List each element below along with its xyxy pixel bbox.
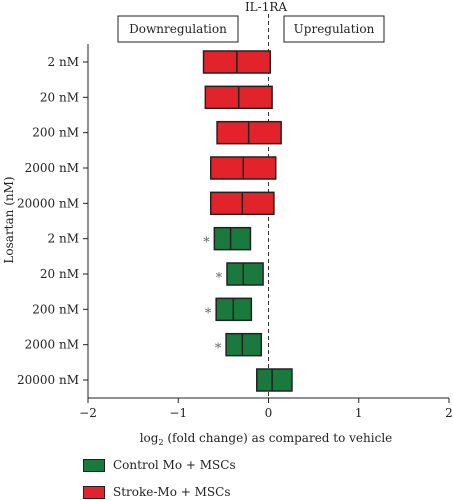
legend-swatch-control [83, 458, 105, 472]
bar [226, 262, 264, 286]
y-tick-label: 20000 nM [17, 196, 79, 210]
legend-label-stroke: Stroke-Mo + MSCs [113, 485, 231, 499]
significance-marker: * [216, 271, 223, 286]
bar [256, 368, 293, 392]
y-tick-label: 20 nM [40, 267, 79, 281]
chart-title: IL-1RA [245, 0, 287, 14]
y-tick-label: 2000 nM [25, 161, 79, 175]
significance-marker: * [205, 306, 212, 321]
y-tick-label: 200 nM [32, 126, 79, 140]
downregulation-label: Downregulation [129, 22, 227, 36]
upregulation-label: Upregulation [294, 22, 375, 36]
y-tick-label: 20 nM [40, 90, 79, 104]
y-tick-label: 2 nM [48, 232, 79, 246]
bar [225, 332, 263, 357]
legend-swatch-stroke [83, 485, 105, 499]
y-axis-ticks: 2 nM 20 nM 200 nM 2000 nM 20000 nM 2 nM 20 nM 2… [17, 44, 89, 398]
x-tick-label: 2 [445, 406, 453, 420]
x-tick-label: 0 [265, 406, 273, 420]
significance-marker: * [215, 342, 222, 357]
x-tick-label: −2 [79, 406, 97, 420]
x-axis-label: log2 (fold change) as compared to vehicl… [140, 431, 393, 447]
significance-marker: * [203, 236, 210, 251]
x-tick-label: −1 [169, 406, 187, 420]
y-tick-label: 200 nM [32, 302, 79, 316]
x-tick-label: 1 [355, 406, 363, 420]
bars-layer: * * * * [202, 14, 293, 398]
legend-label-control: Control Mo + MSCs [113, 458, 236, 472]
legend-item-stroke: Stroke-Mo + MSCs [83, 485, 230, 499]
y-tick-label: 2000 nM [25, 338, 79, 352]
downregulation-box [117, 15, 239, 43]
y-axis-label: Losartan (nM) [2, 176, 16, 263]
y-tick-label: 2 nM [48, 55, 79, 69]
bar [213, 226, 252, 251]
x-axis: −2 −1 0 1 2 [79, 397, 453, 420]
y-tick-label: 20000 nM [17, 373, 79, 387]
legend-item-control: Control Mo + MSCs [83, 458, 236, 472]
upregulation-box [283, 15, 385, 43]
